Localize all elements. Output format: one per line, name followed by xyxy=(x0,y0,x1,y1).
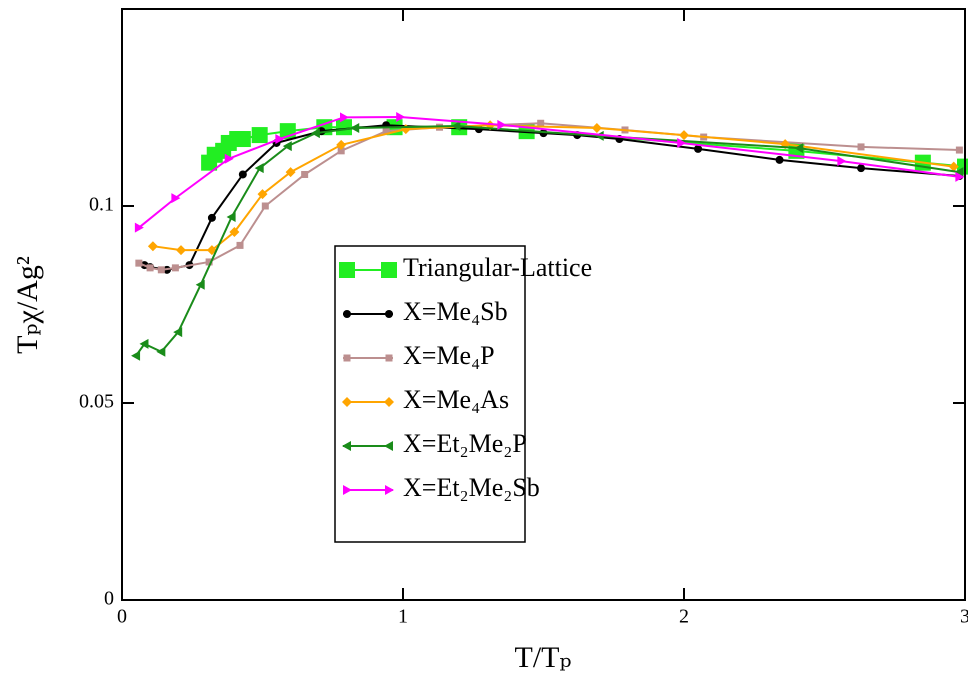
marker xyxy=(139,338,149,349)
x-tick-label: 0 xyxy=(117,606,127,628)
marker xyxy=(955,171,965,182)
marker xyxy=(794,143,804,154)
marker xyxy=(679,130,689,141)
marker xyxy=(343,310,351,318)
marker xyxy=(339,262,355,278)
marker xyxy=(224,153,234,164)
marker xyxy=(205,258,213,266)
marker xyxy=(342,441,351,451)
marker xyxy=(954,167,964,178)
y-tick-label: 0 xyxy=(104,588,114,610)
x-tick-label: 3 xyxy=(960,606,968,628)
marker xyxy=(336,139,347,150)
marker xyxy=(385,354,393,362)
legend-box xyxy=(334,245,526,543)
marker xyxy=(238,170,247,179)
marker xyxy=(957,158,968,175)
marker xyxy=(451,121,461,132)
marker xyxy=(285,167,296,178)
marker xyxy=(382,127,390,135)
legend-label: X=Et₂Me₂Sb xyxy=(403,473,540,502)
marker xyxy=(677,137,687,148)
marker xyxy=(171,264,179,272)
marker xyxy=(948,161,959,172)
marker xyxy=(537,119,545,127)
marker xyxy=(176,245,187,256)
marker xyxy=(229,227,240,238)
marker xyxy=(301,170,309,178)
y-tick-label: 0.05 xyxy=(79,391,114,413)
marker xyxy=(234,131,251,148)
marker xyxy=(134,222,144,233)
marker xyxy=(385,485,394,495)
marker xyxy=(342,397,352,407)
marker xyxy=(343,354,351,362)
marker xyxy=(254,163,264,174)
marker xyxy=(135,259,143,267)
legend-label: Triangular-Lattice xyxy=(403,253,592,282)
marker xyxy=(381,262,397,278)
marker xyxy=(282,141,292,152)
marker xyxy=(147,241,158,252)
marker xyxy=(337,147,345,155)
marker xyxy=(173,327,183,338)
y-axis-label: Tₚχ/Ag² xyxy=(11,256,44,354)
marker xyxy=(591,122,602,133)
x-axis-label: T/Tₚ xyxy=(515,641,572,674)
marker xyxy=(275,134,285,145)
marker xyxy=(261,202,269,210)
marker xyxy=(385,310,393,318)
x-tick-label: 1 xyxy=(398,606,408,628)
legend-label: X=Me₄Sb xyxy=(403,297,508,326)
x-tick-label: 2 xyxy=(679,606,689,628)
marker xyxy=(343,485,352,495)
marker xyxy=(694,144,703,153)
marker xyxy=(384,397,394,407)
marker xyxy=(226,212,236,223)
marker xyxy=(857,143,865,151)
marker xyxy=(350,122,360,133)
legend-label: X=Et₂Me₂P xyxy=(403,429,527,458)
marker xyxy=(837,156,847,167)
marker xyxy=(339,112,349,123)
marker xyxy=(171,193,181,204)
legend-label: X=Me₄P xyxy=(403,341,495,370)
marker xyxy=(955,146,963,154)
legend-label: X=Me₄As xyxy=(403,385,509,414)
series-line xyxy=(144,124,960,271)
marker xyxy=(207,213,216,222)
marker xyxy=(396,111,406,122)
y-tick-label: 0.1 xyxy=(89,194,114,216)
series-line xyxy=(138,115,960,229)
marker xyxy=(497,119,507,130)
marker xyxy=(857,164,866,173)
marker xyxy=(146,264,154,272)
marker xyxy=(384,441,393,451)
marker xyxy=(257,189,268,200)
marker xyxy=(157,266,165,274)
marker xyxy=(195,279,205,290)
marker xyxy=(131,350,141,361)
plot-frame xyxy=(121,8,966,601)
marker xyxy=(335,119,352,136)
marker xyxy=(310,128,320,139)
marker xyxy=(236,241,244,249)
marker xyxy=(594,130,604,141)
marker xyxy=(156,346,166,357)
marker xyxy=(251,127,268,144)
marker xyxy=(775,155,784,164)
legend: Triangular-Lattice X=Me₄Sb X=Me₄P X=Me₄As X=… xyxy=(334,245,592,543)
